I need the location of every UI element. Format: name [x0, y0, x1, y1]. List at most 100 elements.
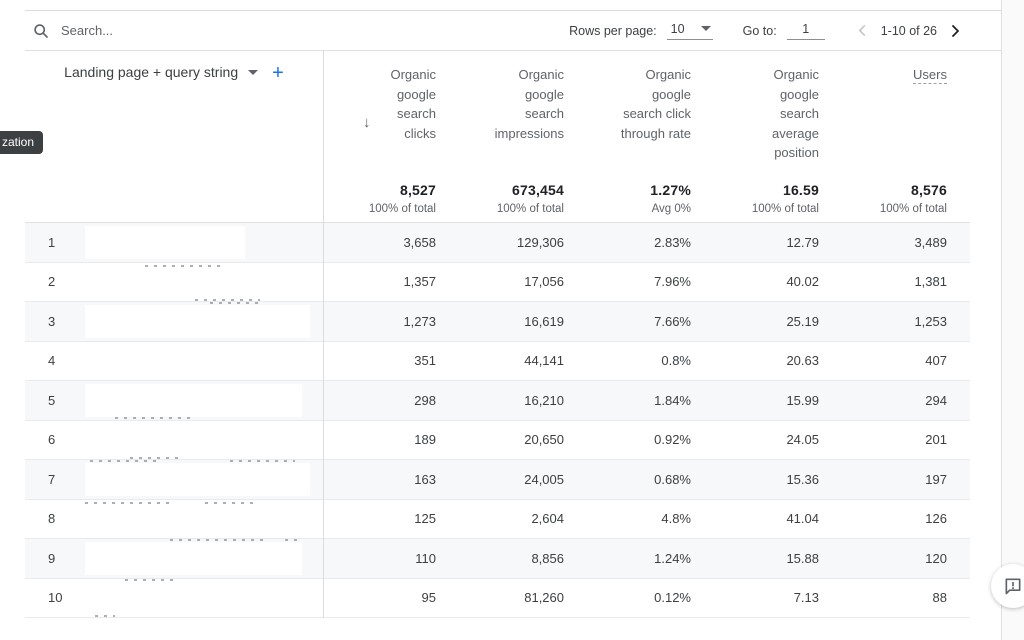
table-row: 9 110 8,856 1.24% 15.88 120: [25, 539, 970, 579]
cell-impressions: 81,260: [524, 590, 564, 606]
top-divider: [25, 10, 1001, 11]
total-value: 1.27%: [650, 182, 691, 198]
cell-impressions: 129,306: [517, 234, 564, 250]
landing-page-cell-redacted: [85, 263, 323, 302]
cell-impressions: 8,856: [531, 550, 564, 566]
landing-page-cell-redacted: [85, 500, 323, 539]
row-index: 5: [48, 392, 56, 408]
cell-users: 3,489: [914, 234, 947, 250]
cell-clicks: 1,357: [403, 274, 436, 290]
add-dimension-button[interactable]: +: [272, 62, 284, 84]
next-page-button[interactable]: [943, 19, 967, 43]
cell-ctr: 7.96%: [654, 274, 691, 290]
column-totals: 16.59 100% of total: [705, 182, 819, 222]
cell-users: 88: [932, 590, 947, 606]
metric-headers: Organic google search clicks 8,527 100% of to…: [323, 51, 970, 222]
column-header-ctr[interactable]: Organic google search click through rate 1.2…: [578, 51, 705, 222]
total-value: 673,454: [511, 182, 564, 198]
cell-ctr: 2.83%: [654, 234, 691, 250]
cell-users: 1,253: [914, 313, 947, 329]
cell-clicks: 125: [414, 511, 436, 527]
landing-page-cell-redacted: [85, 342, 323, 381]
cell-avg_position: 12.79: [786, 234, 819, 250]
goto-page-input[interactable]: 1: [786, 22, 825, 40]
cell-clicks: 110: [415, 550, 436, 566]
table-row: 4 351 44,141 0.8% 20.63 407: [25, 342, 970, 381]
column-totals: 673,454 100% of total: [450, 182, 564, 222]
column-label[interactable]: Organic google search impressions: [494, 67, 564, 141]
total-subtext: 100% of total: [751, 203, 819, 215]
column-divider: [323, 51, 324, 618]
search-input[interactable]: [61, 23, 361, 38]
table-row: 5 298 16,210 1.84% 15.99 294: [25, 381, 970, 421]
row-index: 6: [48, 432, 56, 448]
total-subtext: 100% of total: [496, 203, 564, 215]
landing-page-cell-redacted: [85, 539, 323, 578]
row-index: 9: [48, 550, 56, 566]
redaction-box: [85, 384, 302, 417]
cell-ctr: 7.66%: [654, 313, 691, 329]
feedback-button[interactable]: [991, 564, 1024, 608]
cell-avg_position: 7.13: [793, 590, 819, 606]
redaction-artifact: [285, 539, 300, 541]
cell-avg_position: 40.02: [786, 274, 819, 290]
cell-users: 201: [925, 432, 947, 448]
column-header-users[interactable]: Users 8,576 100% of total: [833, 51, 970, 222]
row-index: 3: [48, 313, 56, 329]
redaction-artifact: [210, 302, 260, 304]
cell-avg_position: 15.88: [786, 550, 819, 566]
redaction-artifact: [205, 501, 255, 504]
redaction-artifact: [115, 417, 195, 419]
landing-page-cell-redacted: [85, 460, 323, 499]
table-row: 1 3,658 129,306 2.83% 12.79 3,489: [25, 223, 970, 263]
rows-per-page-select[interactable]: 10: [666, 22, 713, 40]
redaction-box: [85, 305, 310, 338]
redaction-artifact: [230, 460, 295, 462]
row-index: 8: [48, 511, 56, 527]
cell-avg_position: 20.63: [786, 353, 819, 369]
column-label[interactable]: Organic google search click through rate: [620, 67, 691, 141]
dimension-header-label: Landing page + query string: [64, 64, 239, 80]
column-label[interactable]: Organic google search clicks: [390, 67, 436, 141]
search-box[interactable]: [25, 23, 569, 39]
dimension-selector[interactable]: Landing page + query string: [64, 64, 259, 80]
sort-descending-icon[interactable]: ↓: [363, 114, 371, 131]
redaction-box: [85, 463, 310, 496]
rows-per-page-label: Rows per page:: [569, 23, 657, 38]
total-subtext: 100% of total: [368, 203, 436, 215]
cell-ctr: 0.12%: [654, 590, 691, 606]
cell-impressions: 16,619: [524, 313, 564, 329]
data-table: Landing page + query string + Organic goo…: [25, 51, 970, 618]
goto-label: Go to:: [742, 23, 777, 38]
cell-avg_position: 15.36: [786, 471, 819, 487]
redaction-artifact: [145, 264, 225, 267]
redaction-artifact: [90, 460, 160, 462]
chevron-down-icon: [248, 69, 259, 75]
column-header-impressions[interactable]: Organic google search impressions 673,454 100…: [450, 51, 578, 222]
row-index: 10: [48, 590, 63, 606]
column-totals: 8,576 100% of total: [833, 182, 947, 222]
redaction-artifact: [125, 578, 175, 581]
redaction-artifact: [170, 539, 265, 541]
cell-clicks: 189: [414, 432, 436, 448]
table-row: 10 95 81,260 0.12% 7.13 88: [25, 578, 970, 618]
column-label[interactable]: Users: [913, 67, 947, 84]
total-value: 8,576: [910, 182, 947, 198]
column-totals: 1.27% Avg 0%: [578, 182, 691, 222]
prev-page-button[interactable]: [851, 19, 875, 43]
column-header-avg_position[interactable]: Organic google search average position 16.59 1…: [705, 51, 833, 222]
cell-impressions: 24,005: [524, 471, 564, 487]
column-label[interactable]: Organic google search average position: [772, 67, 819, 160]
column-header-clicks[interactable]: Organic google search clicks 8,527 100% of to…: [323, 51, 450, 222]
landing-page-cell-redacted: [85, 381, 323, 420]
chevron-left-icon: [859, 25, 866, 36]
table-row: 3 1,273 16,619 7.66% 25.19 1,253: [25, 302, 970, 342]
redaction-box: [85, 226, 245, 259]
cell-avg_position: 24.05: [786, 432, 819, 448]
landing-page-cell-redacted: [85, 578, 323, 618]
row-index: 1: [48, 234, 56, 250]
cell-impressions: 20,650: [524, 432, 564, 448]
cell-users: 294: [925, 392, 947, 408]
chevron-right-icon: [952, 24, 959, 37]
